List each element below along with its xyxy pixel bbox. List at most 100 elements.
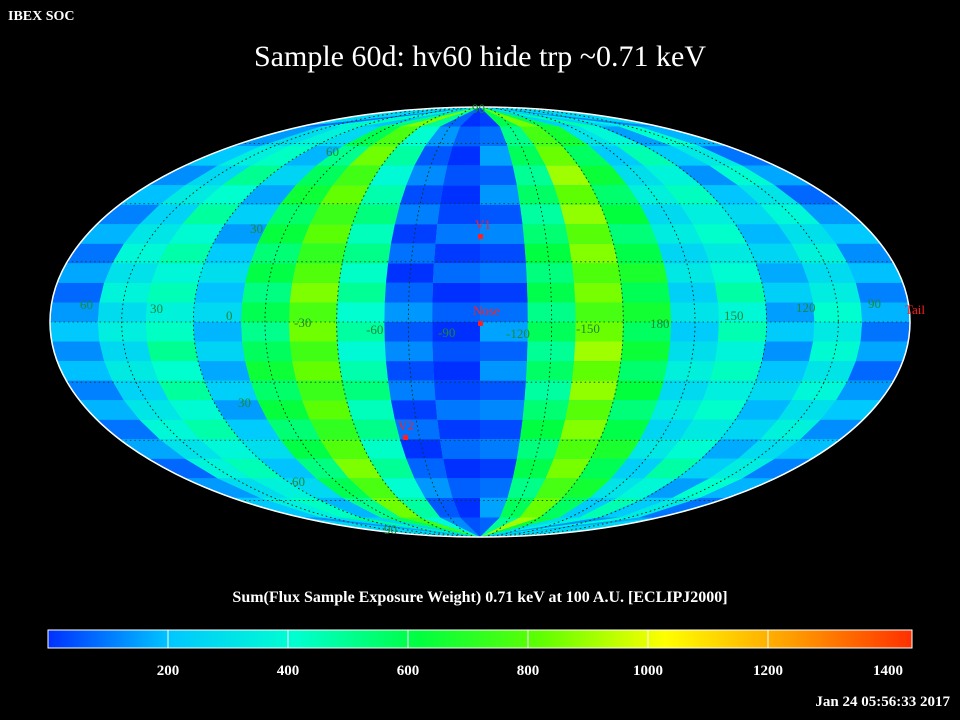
flux-cell: [204, 380, 258, 401]
flux-cell: [599, 497, 673, 518]
flux-cell: [348, 146, 398, 166]
flux-cell: [519, 497, 563, 518]
flux-cell: [139, 419, 200, 440]
flux-cell: [435, 224, 480, 244]
flux-cell: [565, 400, 614, 420]
flux-cell: [860, 302, 910, 322]
flux-cell: [575, 302, 624, 322]
flux-cell: [447, 478, 480, 498]
flux-cell: [360, 107, 480, 127]
flux-cell: [644, 146, 710, 166]
flux-cell: [575, 322, 624, 342]
flux-cell: [526, 361, 574, 381]
flux-cell: [480, 107, 640, 127]
flux-cell: [742, 458, 812, 479]
flux-cell: [480, 380, 526, 401]
flux-cell: [295, 165, 349, 186]
flux-cell: [480, 224, 525, 244]
flux-cell: [222, 458, 284, 479]
flux-cell: [184, 146, 261, 166]
flux-cell: [663, 361, 715, 381]
flux-cell: [571, 263, 621, 283]
colorbar-tick-label: 600: [397, 663, 420, 679]
flux-cell: [182, 419, 240, 440]
flux-cell: [620, 282, 671, 303]
flux-cell: [735, 400, 792, 420]
flux-cell: [600, 419, 651, 440]
flux-cell: [302, 400, 353, 420]
flux-cell: [184, 478, 261, 498]
flux-cell: [257, 400, 310, 420]
flux-cell: [199, 439, 259, 459]
flux-cell: [480, 419, 523, 440]
flux-cell: [97, 322, 147, 342]
flux-cell: [51, 341, 105, 362]
flux-cell: [447, 146, 480, 166]
flux-cell: [760, 204, 821, 225]
flux-cell: [480, 361, 527, 381]
flux-cell: [589, 146, 644, 166]
flux-cell: [340, 107, 480, 127]
flux-cell: [622, 322, 672, 342]
flux-cell: [399, 185, 444, 205]
flux-cell: [381, 478, 426, 498]
flux-cell: [245, 263, 297, 283]
flux-cell: [619, 126, 700, 147]
flux-cell: [51, 282, 105, 303]
flux-cell: [182, 204, 240, 225]
flux-cell: [565, 224, 614, 244]
flux-cell: [158, 380, 213, 401]
flux-cell: [820, 400, 881, 420]
flux-cell: [755, 263, 809, 283]
flux-cell: [119, 439, 186, 459]
flux-cell: [394, 204, 440, 225]
flux-cell: [559, 497, 618, 518]
flux-cell: [296, 380, 347, 401]
flux-cell: [168, 400, 225, 420]
nose-marker: [478, 321, 483, 326]
flux-cell: [250, 146, 316, 166]
longitude-labels: 60 30 0 -30 -60 -90 -120 -150 180 150 12…: [80, 296, 881, 341]
tail-label: Tail: [905, 302, 925, 317]
flux-cell: [761, 282, 814, 303]
flux-cell: [217, 146, 288, 166]
flux-cell: [434, 380, 480, 401]
flux-cell: [578, 458, 628, 479]
flux-cell: [590, 439, 641, 459]
flux-cell: [774, 439, 841, 459]
flux-cell: [639, 126, 728, 147]
flux-cell: [714, 282, 766, 303]
flux-cell: [388, 243, 436, 264]
flux-cell: [699, 146, 776, 166]
flux-cell: [720, 419, 778, 440]
flux-cell: [480, 517, 640, 537]
flux-cell: [399, 439, 444, 459]
flux-cell: [701, 185, 761, 205]
flux-cell: [574, 341, 623, 362]
flux-cell: [760, 419, 821, 440]
colorbar-tick-label: 400: [277, 663, 300, 679]
flux-cell: [370, 126, 421, 147]
flux-cell: [57, 263, 113, 283]
flux-cell: [198, 361, 251, 381]
flux-cell: [66, 243, 124, 264]
map-outline: [49, 106, 911, 538]
v1-label: V1: [475, 217, 491, 232]
flux-cell: [320, 517, 480, 537]
flux-cell: [397, 126, 441, 147]
flux-cell: [522, 224, 569, 244]
flux-cell: [302, 224, 353, 244]
flux-cell: [534, 146, 579, 166]
flux-cell: [480, 458, 517, 479]
flux-cell: [714, 341, 766, 362]
colorbar-tick-label: 1000: [633, 663, 663, 679]
flux-cell: [480, 322, 528, 342]
flux-cell: [239, 185, 296, 205]
map-title: Sample 60d: hv60 hide trp ~0.71 keV: [253, 40, 706, 73]
flux-cell: [664, 185, 721, 205]
flux-cell: [672, 146, 743, 166]
v1-marker: [478, 234, 483, 239]
flux-cell: [432, 341, 480, 362]
timestamp: Jan 24 05:56:33 2017: [815, 694, 950, 710]
